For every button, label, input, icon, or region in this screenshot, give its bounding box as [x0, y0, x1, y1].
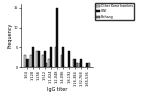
Bar	[44, 51, 46, 67]
Bar	[28, 59, 29, 67]
Bar	[30, 55, 32, 67]
Bar	[24, 55, 26, 67]
Bar	[38, 51, 40, 67]
Bar	[26, 59, 28, 67]
Bar	[79, 63, 80, 67]
Bar	[50, 47, 52, 67]
Legend: Other Koror hamlets, SWI, Eichang: Other Koror hamlets, SWI, Eichang	[95, 3, 134, 20]
Bar	[61, 55, 62, 67]
Bar	[36, 51, 38, 67]
Bar	[74, 59, 76, 67]
Bar	[42, 55, 44, 67]
Bar	[48, 59, 50, 67]
Bar	[62, 47, 64, 67]
X-axis label: IgG titer: IgG titer	[47, 87, 67, 92]
Bar	[80, 59, 82, 67]
Bar	[86, 63, 88, 67]
Bar	[56, 8, 58, 67]
Bar	[55, 47, 56, 67]
Bar	[88, 63, 90, 67]
Bar	[68, 51, 70, 67]
Bar	[73, 59, 74, 67]
Bar	[46, 63, 47, 67]
Y-axis label: Frequency: Frequency	[7, 23, 12, 48]
Bar	[76, 63, 78, 67]
Bar	[32, 47, 34, 67]
